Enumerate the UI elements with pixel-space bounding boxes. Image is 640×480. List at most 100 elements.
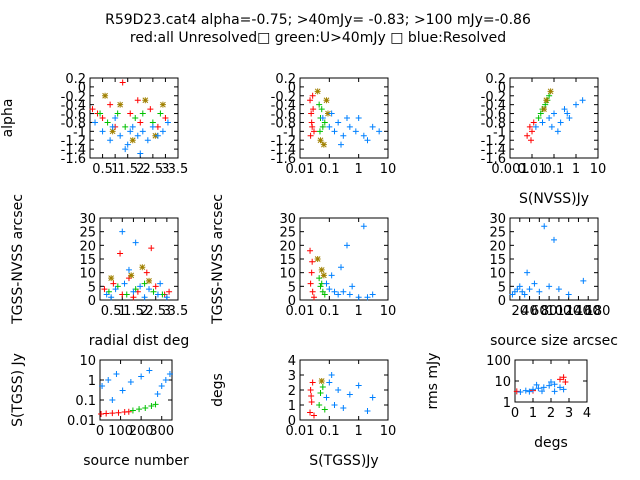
y-tick-label: 2: [288, 384, 296, 399]
data-point: [121, 280, 128, 287]
y-tick-label: 20: [489, 239, 506, 254]
data-point: [130, 294, 137, 301]
y-tick-label: -1.2: [271, 134, 296, 149]
data-point: [157, 110, 164, 117]
x-tick-label: 1: [529, 406, 537, 421]
data-point: [152, 401, 159, 408]
data-point: [107, 137, 114, 144]
y-tick-label: -0.4: [61, 99, 86, 114]
data-point: [99, 383, 106, 390]
data-point: [355, 382, 362, 389]
data-point: [335, 387, 342, 393]
data-point: [149, 123, 156, 130]
data-point: [310, 294, 317, 301]
data-point: [340, 288, 347, 295]
x-tick-label: 4: [583, 406, 591, 421]
x-tick-label: 10: [380, 162, 397, 177]
data-point: [108, 275, 115, 282]
y-tick-label: 4: [288, 354, 296, 369]
data-point: [122, 123, 129, 130]
data-point: [335, 291, 342, 298]
x-tick-label: 0.01: [286, 424, 315, 439]
data-point: [310, 106, 317, 113]
data-point: [535, 115, 542, 121]
x-tick-label: 40: [521, 304, 538, 319]
y-tick-label: -1.6: [271, 152, 296, 167]
y-tick-label: 10: [279, 267, 296, 282]
x-tick-label: 10: [380, 424, 397, 439]
data-point: [132, 239, 139, 246]
y-tick-label: 0: [78, 81, 86, 96]
data-point: [360, 132, 367, 139]
data-point: [101, 286, 108, 293]
series-red: [101, 245, 173, 301]
data-point: [314, 256, 321, 262]
x-tick-label: 1: [118, 304, 126, 319]
data-point: [328, 272, 335, 279]
y-tick-label: -0.8: [481, 116, 506, 131]
data-point: [309, 379, 316, 386]
data-point: [308, 119, 315, 126]
y-tick-label: 15: [79, 253, 96, 268]
data-point: [542, 101, 549, 108]
data-point: [513, 388, 520, 395]
x-tick-label: 1: [355, 162, 363, 177]
x-tick-label: 0.1: [319, 424, 340, 439]
y-axis-label: S(TGSS) Jy: [10, 353, 26, 427]
y-tick-label: 3: [288, 369, 296, 384]
series-blue: [532, 97, 586, 135]
data-point: [127, 378, 134, 385]
data-point: [154, 291, 161, 298]
y-tick-label: -0.6: [61, 108, 86, 123]
data-point: [318, 378, 325, 384]
y-tick-label: 10: [494, 375, 511, 390]
x-tick-label: 0.01: [286, 304, 315, 319]
y-tick-label: 0.2: [485, 72, 506, 87]
y-tick-label: -0.2: [61, 90, 86, 105]
data-point: [318, 266, 325, 273]
data-point: [307, 97, 314, 104]
data-point: [535, 385, 542, 392]
data-point: [162, 115, 169, 121]
data-point: [103, 410, 110, 417]
x-axis-label: source number: [83, 453, 189, 469]
data-point: [369, 291, 376, 298]
data-point: [99, 115, 106, 121]
data-point: [529, 128, 535, 135]
data-point: [321, 119, 328, 126]
data-point: [316, 402, 323, 408]
data-point: [137, 150, 144, 157]
data-point: [323, 97, 330, 104]
data-point: [127, 128, 134, 135]
data-point: [310, 128, 317, 135]
data-point: [146, 277, 153, 284]
data-point: [119, 387, 126, 394]
data-point: [557, 119, 564, 126]
data-point: [115, 409, 122, 416]
series-green: [129, 401, 159, 414]
data-point: [560, 374, 567, 381]
y-tick-label: 0: [288, 294, 296, 309]
data-point: [516, 283, 523, 290]
data-point: [541, 223, 548, 230]
data-point: [557, 384, 563, 391]
data-point: [326, 286, 333, 293]
x-tick-label: 300: [149, 424, 174, 439]
x-tick-label: 3: [565, 406, 573, 421]
x-tick-label: 20: [512, 304, 529, 319]
series-blue: [323, 372, 376, 414]
data-point: [551, 110, 557, 117]
data-point: [307, 387, 314, 393]
data-point: [548, 378, 554, 385]
data-point: [166, 370, 173, 377]
data-point: [144, 137, 151, 144]
data-point: [324, 110, 331, 117]
data-point: [109, 128, 116, 135]
data-point: [308, 110, 315, 117]
y-axis-label: rms mJy: [425, 353, 441, 410]
plot-frame: [99, 217, 179, 301]
data-point: [540, 106, 547, 113]
